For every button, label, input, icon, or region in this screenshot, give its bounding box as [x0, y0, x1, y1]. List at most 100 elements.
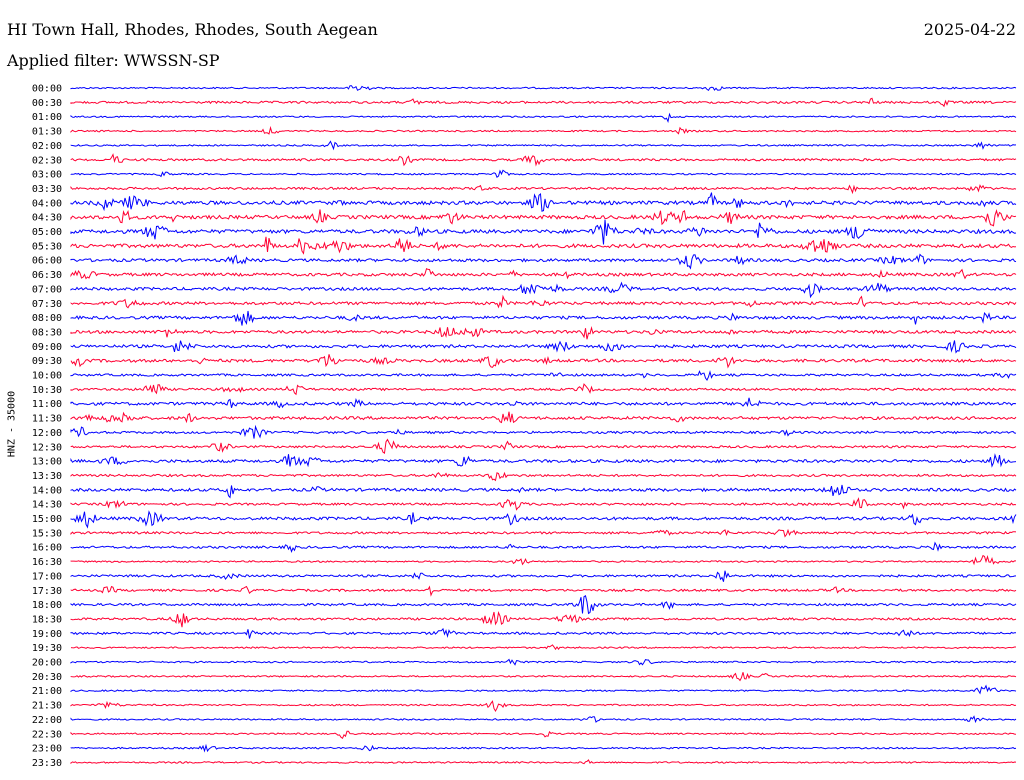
trace-line: [70, 383, 1016, 396]
row-label: 14:30: [32, 500, 62, 511]
trace-line: [70, 236, 1017, 255]
row-label: 15:00: [32, 514, 62, 525]
trace-line: [70, 340, 1017, 354]
row-label: 22:30: [32, 729, 62, 740]
trace-line: [70, 97, 1017, 108]
trace-line: [70, 684, 1017, 695]
row-label: 01:30: [32, 127, 62, 138]
trace-line: [70, 112, 1017, 123]
trace-line: [70, 125, 1017, 135]
trace-line: [70, 153, 1017, 167]
trace-line: [70, 325, 1017, 340]
row-label: 15:30: [32, 528, 62, 539]
trace-line: [70, 424, 1017, 439]
row-label: 19:30: [32, 643, 62, 654]
row-label: 20:30: [32, 672, 62, 683]
row-label: 17:30: [32, 586, 62, 597]
row-label: 11:30: [32, 414, 62, 425]
trace-line: [70, 438, 1017, 455]
trace-line: [70, 658, 1017, 666]
row-label: 05:00: [32, 227, 62, 238]
row-label: 07:00: [32, 284, 62, 295]
row-label: 10:30: [32, 385, 62, 396]
trace-line: [70, 497, 1017, 511]
row-label: 17:00: [32, 571, 62, 582]
row-label: 18:30: [32, 614, 62, 625]
row-label: 03:30: [32, 184, 62, 195]
row-label: 00:00: [32, 84, 62, 95]
trace-line: [70, 484, 1017, 499]
trace-line: [70, 310, 1017, 326]
trace-line: [70, 294, 1017, 309]
row-label: 20:00: [32, 658, 62, 669]
row-label: 18:00: [32, 600, 62, 611]
trace-line: [70, 730, 1017, 740]
trace-line: [70, 471, 1017, 482]
trace-line: [70, 644, 1016, 651]
station-title: HI Town Hall, Rhodes, Rhodes, South Aege…: [7, 20, 378, 39]
trace-line: [70, 585, 1017, 597]
trace-line: [70, 510, 1017, 529]
trace-line: [70, 85, 1017, 91]
trace-line: [70, 700, 1017, 713]
trace-line: [70, 453, 1017, 468]
row-label: 03:00: [32, 170, 62, 181]
row-label: 16:00: [32, 543, 62, 554]
trace-line: [70, 281, 1017, 299]
trace-line: [70, 570, 1017, 582]
trace-line: [70, 370, 1017, 381]
row-label: 04:00: [32, 198, 62, 209]
trace-line: [70, 184, 1017, 195]
row-label: 08:30: [32, 327, 62, 338]
row-label: 19:00: [32, 629, 62, 640]
row-label: 23:00: [32, 744, 62, 755]
row-label: 13:00: [32, 457, 62, 468]
row-label: 21:00: [32, 686, 62, 697]
row-label: 06:00: [32, 256, 62, 267]
trace-line: [70, 219, 1017, 245]
trace-line: [70, 715, 1017, 724]
trace-line: [70, 411, 1017, 424]
row-label: 01:00: [32, 112, 62, 123]
trace-line: [70, 192, 1017, 212]
trace-line: [70, 354, 1017, 369]
trace-line: [70, 267, 1017, 280]
row-label: 23:30: [32, 758, 62, 769]
row-label: 07:30: [32, 299, 62, 310]
trace-line: [70, 528, 1017, 538]
trace-line: [70, 627, 1016, 639]
row-label: 05:30: [32, 241, 62, 252]
row-label: 11:00: [32, 399, 62, 410]
trace-line: [70, 253, 1017, 270]
row-label: 13:30: [32, 471, 62, 482]
row-label: 10:00: [32, 371, 62, 382]
row-label: 08:00: [32, 313, 62, 324]
trace-line: [70, 140, 1017, 151]
row-label: 09:00: [32, 342, 62, 353]
filter-label: Applied filter: WWSSN-SP: [7, 51, 220, 70]
trace-line: [70, 554, 1016, 566]
trace-line: [70, 759, 1017, 765]
row-label: 12:30: [32, 442, 62, 453]
row-label: 22:00: [32, 715, 62, 726]
row-label: 21:30: [32, 701, 62, 712]
row-label: 09:30: [32, 356, 62, 367]
trace-line: [70, 611, 1017, 628]
trace-line: [70, 541, 1017, 553]
trace-line: [70, 209, 1017, 227]
trace-line: [70, 595, 1017, 615]
row-label: 16:30: [32, 557, 62, 568]
row-label: 14:00: [32, 485, 62, 496]
trace-line: [70, 169, 1017, 178]
trace-line: [70, 397, 1017, 409]
row-label: 06:30: [32, 270, 62, 281]
row-label: 04:30: [32, 213, 62, 224]
date-label: 2025-04-22: [923, 20, 1016, 39]
row-label: 12:00: [32, 428, 62, 439]
row-label: 02:30: [32, 155, 62, 166]
row-label: 00:30: [32, 98, 62, 109]
trace-line: [70, 743, 1017, 753]
trace-line: [70, 672, 1017, 682]
row-label: 02:00: [32, 141, 62, 152]
